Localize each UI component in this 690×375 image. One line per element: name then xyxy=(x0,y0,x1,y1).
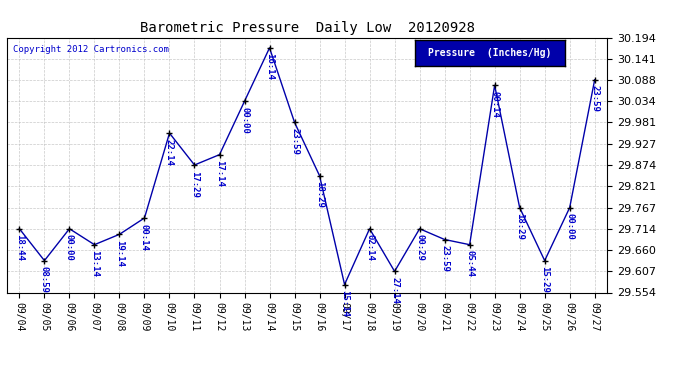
Text: 27:14: 27:14 xyxy=(390,277,399,304)
Text: 05:44: 05:44 xyxy=(465,250,474,277)
Text: 23:59: 23:59 xyxy=(290,128,299,155)
Text: 00:29: 00:29 xyxy=(415,234,424,261)
Title: Barometric Pressure  Daily Low  20120928: Barometric Pressure Daily Low 20120928 xyxy=(139,21,475,35)
Text: 00:00: 00:00 xyxy=(240,107,249,134)
Text: 23:59: 23:59 xyxy=(440,245,449,272)
Text: 16:14: 16:14 xyxy=(265,53,274,80)
Text: 17:14: 17:14 xyxy=(215,160,224,187)
Text: 00:00: 00:00 xyxy=(565,213,574,240)
Text: Copyright 2012 Cartronics.com: Copyright 2012 Cartronics.com xyxy=(13,45,169,54)
Text: 18:29: 18:29 xyxy=(315,182,324,208)
Text: 17:29: 17:29 xyxy=(190,171,199,197)
Text: 02:14: 02:14 xyxy=(365,234,374,261)
Text: 15:29: 15:29 xyxy=(540,266,549,293)
Text: 13:14: 13:14 xyxy=(90,250,99,277)
Text: 22:14: 22:14 xyxy=(165,139,174,165)
Text: 19:14: 19:14 xyxy=(115,240,124,267)
Text: 00:14: 00:14 xyxy=(490,91,499,118)
Text: 08:59: 08:59 xyxy=(40,266,49,293)
Text: 00:14: 00:14 xyxy=(140,224,149,251)
Text: 23:59: 23:59 xyxy=(590,85,599,112)
Text: 15:14: 15:14 xyxy=(340,290,349,317)
Text: 18:29: 18:29 xyxy=(515,213,524,240)
Text: 18:44: 18:44 xyxy=(15,234,24,261)
Text: 00:00: 00:00 xyxy=(65,234,74,261)
